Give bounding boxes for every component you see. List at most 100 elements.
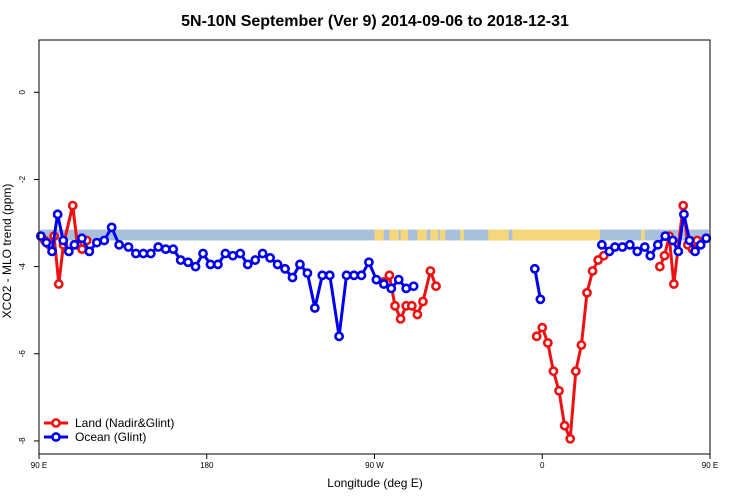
series-ocean (35, 209, 712, 342)
data-point (582, 287, 592, 298)
land-patch (488, 229, 509, 241)
data-point (242, 259, 253, 270)
data-point (548, 366, 559, 377)
data-point (390, 300, 400, 311)
data-point (302, 268, 313, 279)
data-point (660, 231, 671, 242)
data-point (364, 257, 374, 268)
data-point (99, 235, 110, 246)
data-point (76, 233, 87, 244)
data-point (587, 266, 598, 276)
data-point (295, 259, 305, 270)
land-patch (400, 229, 409, 241)
data-point (678, 200, 689, 211)
land-patch (417, 229, 427, 241)
chart-title: 5N-10N September (Ver 9) 2014-09-06 to 2… (181, 13, 569, 30)
data-point (565, 433, 576, 444)
data-point (272, 259, 283, 270)
data-point (47, 246, 57, 257)
data-point (412, 309, 423, 320)
data-point (35, 231, 46, 242)
data-point (145, 248, 156, 259)
data-point (309, 303, 320, 313)
land-patch (374, 229, 384, 241)
data-point (63, 246, 74, 257)
data-point (52, 209, 63, 220)
data-point (559, 420, 570, 431)
data-point (690, 246, 700, 257)
data-point (84, 246, 95, 257)
data-point (684, 235, 695, 246)
data-point (668, 279, 679, 289)
data-point (425, 266, 436, 276)
x-tick-label: 90 W (365, 461, 384, 470)
land-patch (460, 229, 464, 241)
land-patch (430, 229, 438, 241)
data-point (349, 270, 359, 281)
y-tick-label: -6 (18, 350, 27, 358)
data-point (639, 242, 650, 252)
y-tick-label: -8 (18, 437, 27, 445)
data-point (91, 237, 102, 248)
data-point (406, 300, 417, 311)
legend-label: Ocean (Glint) (75, 430, 146, 444)
data-point (257, 248, 268, 259)
series-line (533, 268, 542, 300)
data-point (227, 250, 238, 261)
data-point (542, 337, 553, 348)
series-layer (35, 200, 712, 444)
x-tick-label: 90 E (702, 461, 718, 470)
legend-label: Land (Nadir&Glint) (75, 416, 174, 430)
data-point (384, 270, 395, 281)
data-point (114, 239, 125, 250)
data-point (393, 274, 404, 285)
data-point (652, 239, 663, 250)
y-tick-label: 0 (18, 90, 27, 95)
data-point (418, 296, 428, 307)
land-ocean-band (40, 229, 709, 241)
data-point (645, 250, 656, 261)
data-point (280, 263, 290, 274)
data-point (168, 244, 179, 255)
land-patch (389, 229, 399, 241)
data-point (67, 200, 78, 211)
data-point (220, 248, 231, 259)
data-point (106, 222, 117, 233)
legend-marker (51, 432, 61, 442)
data-point (138, 248, 149, 259)
data-point (610, 242, 620, 252)
data-point (529, 263, 540, 274)
x-tick-label: 0 (540, 461, 545, 470)
y-axis-ticks: 0 -2 -4 -6 -8 (18, 90, 39, 445)
data-point (317, 270, 328, 281)
data-point (576, 340, 587, 350)
data-point (617, 242, 628, 252)
data-point (175, 255, 186, 265)
data-point (371, 274, 382, 285)
land-patch (641, 229, 645, 241)
data-point (53, 279, 64, 289)
x-axis-label: Longitude (deg E) (327, 476, 422, 490)
y-tick-label: -4 (18, 263, 27, 271)
data-point (213, 259, 223, 270)
data-point (695, 239, 706, 250)
data-point (58, 235, 69, 246)
data-point (250, 255, 261, 265)
data-point (679, 209, 689, 220)
legend: Land (Nadir&Glint)Ocean (Glint) (44, 416, 174, 444)
data-point (235, 248, 246, 259)
data-point (401, 283, 412, 294)
data-point (378, 279, 389, 289)
data-point (531, 331, 542, 342)
x-axis-ticks: 90 E 180 90 W 0 90 E (31, 454, 718, 470)
data-point (667, 235, 678, 246)
data-point (701, 233, 712, 244)
data-point (537, 322, 548, 333)
data-point (69, 239, 80, 250)
data-point (570, 366, 581, 377)
data-point (160, 244, 171, 255)
data-point (554, 385, 564, 396)
data-point (659, 250, 670, 261)
data-point (287, 272, 298, 283)
